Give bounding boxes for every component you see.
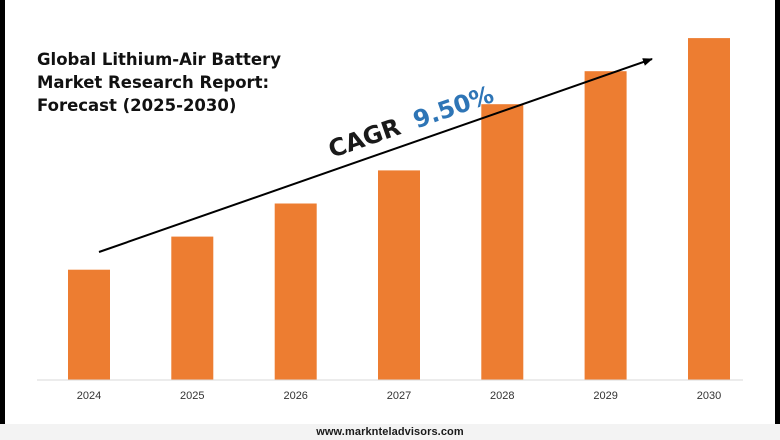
growth-arrow: [98, 58, 653, 253]
tick-label-2027: 2027: [387, 390, 411, 402]
bar-2025: [171, 236, 214, 380]
bar-2030: [688, 38, 730, 380]
footer: www.marknteladvisors.com: [0, 424, 780, 440]
bar-2027: [378, 170, 420, 380]
x-axis-tick-labels: 2024 2025 2026 2027 2028 2029 2030: [77, 390, 721, 402]
chart-title-line-1: Global Lithium-Air Battery: [37, 50, 282, 69]
cagr-label: CAGR: [325, 113, 404, 164]
bar-series: [68, 38, 730, 380]
tick-label-2025: 2025: [180, 390, 204, 402]
tick-label-2029: 2029: [593, 390, 617, 402]
left-border: [0, 0, 5, 424]
footer-url: www.marknteladvisors.com: [316, 426, 464, 438]
bar-2028: [481, 104, 524, 380]
bar-2024: [68, 269, 110, 380]
tick-label-2026: 2026: [283, 390, 307, 402]
bar-2026: [274, 203, 317, 380]
tick-label-2028: 2028: [490, 390, 514, 402]
chart-title-line-3: Forecast (2025-2030): [37, 96, 237, 115]
tick-label-2030: 2030: [697, 390, 721, 402]
right-border: [775, 0, 780, 424]
bar-2029: [584, 71, 627, 380]
bar-chart: 2024 2025 2026 2027 2028 2029 2030 CAGR 9.50%: [37, 38, 743, 402]
chart-title-line-2: Market Research Report:: [37, 73, 270, 92]
tick-label-2024: 2024: [77, 390, 101, 402]
chart-title: Global Lithium-Air Battery Market Resear…: [37, 48, 281, 117]
